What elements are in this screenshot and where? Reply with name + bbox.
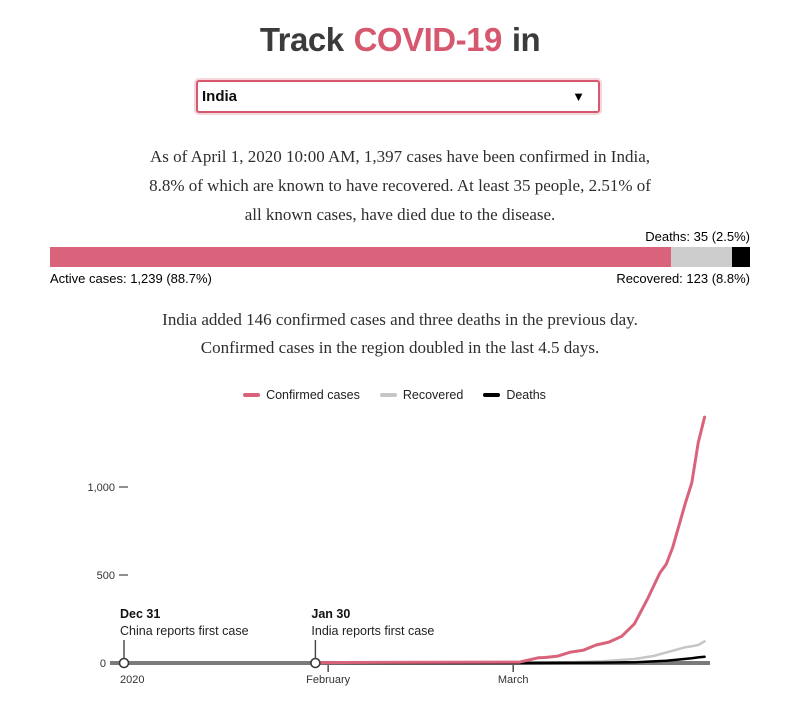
country-selector[interactable]: India ▼	[196, 80, 600, 113]
x-axis-tick-label: 2020	[120, 674, 144, 686]
y-axis-zero-label: 0	[100, 658, 106, 670]
dropdown-arrow-icon: ▼	[572, 89, 585, 104]
series-line-recovered	[314, 640, 706, 665]
y-axis-tick-label: 500	[97, 570, 115, 582]
annotation-text: India reports first case	[311, 624, 434, 638]
legend-label-deaths: Deaths	[506, 388, 546, 402]
trend-chart: 500 1,000 0 2020 February March Dec 31 China re…	[87, 415, 710, 686]
annotation-title: Dec 31	[120, 607, 160, 621]
country-selector-value: India	[202, 88, 238, 105]
title-prefix: Track	[259, 21, 344, 58]
summary-paragraph: As of April 1, 2020 10:00 AM, 1,397 case…	[50, 142, 750, 229]
annotation-title: Jan 30	[311, 607, 350, 621]
annotation-text: China reports first case	[120, 624, 249, 638]
recovered-line-icon	[379, 393, 397, 397]
recovered-label: Recovered: 123 (8.8%)	[616, 271, 750, 286]
page-title: Track COVID-19 in	[45, 21, 755, 59]
summary-line-3: all known cases, have died due to the di…	[244, 205, 556, 224]
deaths-line-icon	[483, 393, 501, 397]
x-axis-tick-label: February	[306, 674, 351, 686]
legend-label-confirmed: Confirmed cases	[266, 388, 360, 402]
active-cases-label: Active cases: 1,239 (88.7%)	[50, 271, 212, 286]
title-highlight: COVID-19	[353, 21, 503, 58]
y-axis-tick-label: 1,000	[87, 482, 115, 494]
status-bar	[50, 247, 750, 267]
daily-summary-paragraph: India added 146 confirmed cases and thre…	[50, 306, 750, 362]
x-axis-tick-label: March	[498, 674, 529, 686]
annotation-marker-icon	[118, 657, 130, 669]
chart-legend: Confirmed cases Recovered Deaths	[0, 388, 789, 402]
series-line-confirmed-cases	[313, 415, 707, 665]
status-bar-segment-recovered	[670, 247, 733, 267]
legend-item-deaths: Deaths	[483, 388, 546, 402]
annotation-marker-icon	[310, 657, 321, 669]
daily-summary-line-1: India added 146 confirmed cases and thre…	[162, 310, 638, 329]
series-line-deaths	[314, 655, 706, 665]
legend-item-confirmed: Confirmed cases	[243, 388, 360, 402]
legend-label-recovered: Recovered	[402, 388, 464, 402]
confirmed-line-icon	[243, 393, 261, 397]
status-bar-segment-deaths	[732, 247, 750, 267]
status-bar-segment-active	[50, 247, 671, 267]
deaths-label: Deaths: 35 (2.5%)	[645, 229, 750, 244]
status-bar-labels: Active cases: 1,239 (88.7%) Recovered: 1…	[50, 271, 750, 286]
daily-summary-line-2: Confirmed cases in the region doubled in…	[200, 338, 600, 357]
summary-line-1: As of April 1, 2020 10:00 AM, 1,397 case…	[150, 147, 650, 166]
legend-item-recovered: Recovered	[379, 388, 464, 402]
summary-line-2: 8.8% of which are known to have recovere…	[149, 176, 651, 195]
title-suffix: in	[511, 21, 541, 58]
